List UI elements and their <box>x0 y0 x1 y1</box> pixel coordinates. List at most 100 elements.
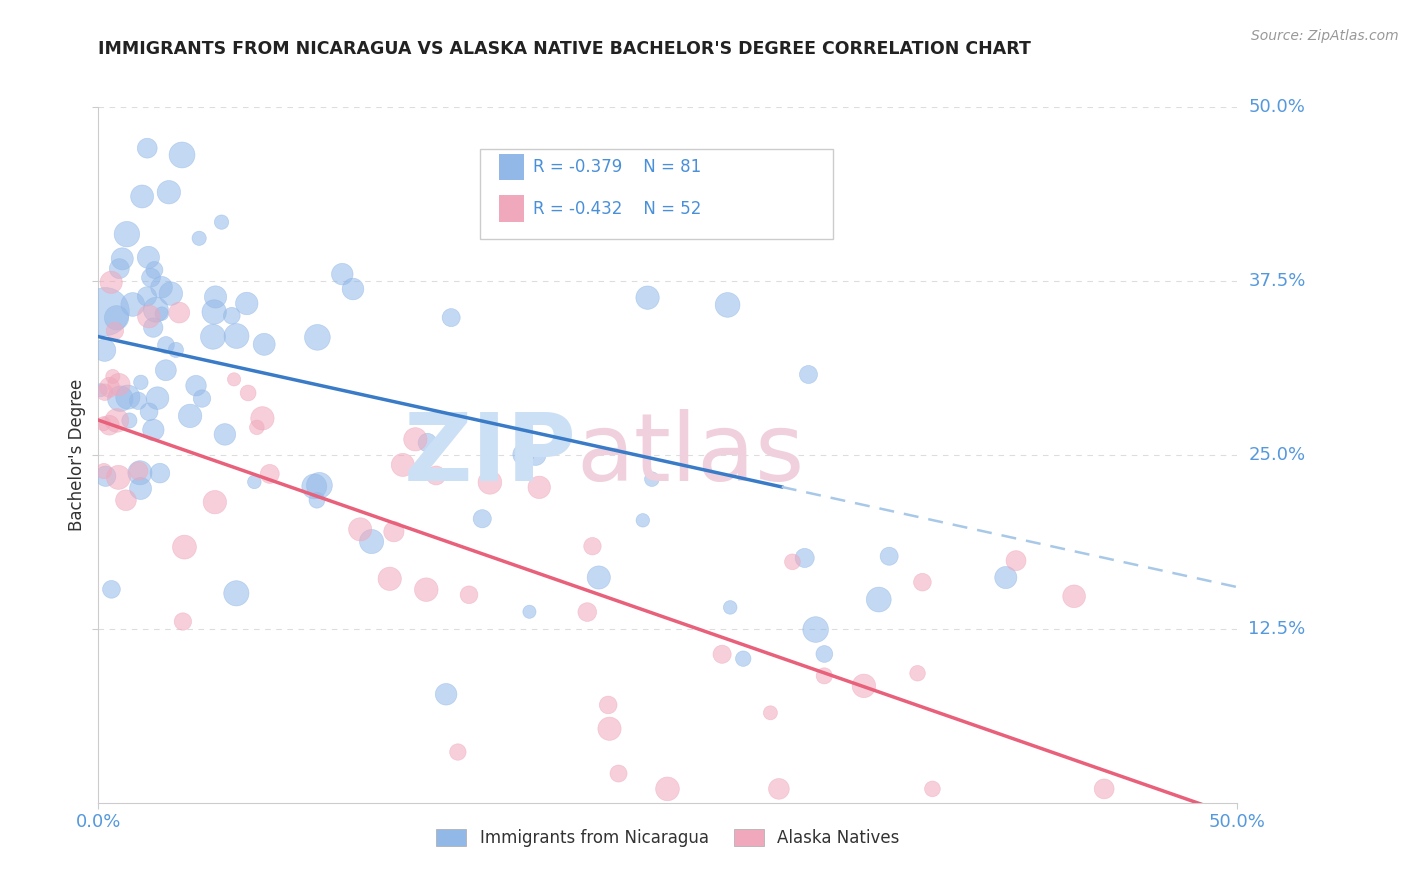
Point <box>305 493 328 508</box>
Point <box>598 698 620 712</box>
Text: 37.5%: 37.5% <box>1249 272 1306 290</box>
Point <box>117 390 139 404</box>
Point <box>142 423 165 437</box>
Point <box>211 215 233 229</box>
Point <box>657 781 679 796</box>
Point <box>94 469 117 483</box>
Point <box>425 468 447 483</box>
FancyBboxPatch shape <box>499 153 524 180</box>
Point <box>118 413 141 427</box>
Point <box>101 369 124 384</box>
Point <box>138 251 160 265</box>
Point <box>360 534 382 549</box>
Point <box>90 383 112 397</box>
Point <box>225 586 247 600</box>
Point <box>150 307 173 321</box>
Point <box>641 472 664 486</box>
Point <box>188 231 211 245</box>
Point <box>877 549 900 564</box>
Point <box>768 781 790 796</box>
Point <box>149 466 172 480</box>
Text: 50.0%: 50.0% <box>1249 98 1305 116</box>
Point <box>129 482 152 496</box>
FancyBboxPatch shape <box>499 195 524 222</box>
Point <box>136 289 159 303</box>
Point <box>607 766 630 780</box>
Point <box>172 615 194 629</box>
Point <box>110 392 132 406</box>
Point <box>136 141 159 155</box>
Point <box>718 600 741 615</box>
Point <box>416 435 439 450</box>
Text: ZIP: ZIP <box>404 409 576 501</box>
Point <box>793 551 815 566</box>
Point <box>415 582 437 597</box>
Point <box>139 270 162 285</box>
Point <box>128 464 150 478</box>
Point <box>576 605 599 619</box>
Legend: Immigrants from Nicaragua, Alaska Natives: Immigrants from Nicaragua, Alaska Native… <box>430 822 905 854</box>
Point <box>138 405 160 419</box>
Point <box>201 330 224 344</box>
Point <box>994 570 1017 584</box>
Text: atlas: atlas <box>576 409 806 501</box>
Text: 25.0%: 25.0% <box>1249 446 1306 464</box>
Point <box>471 512 494 526</box>
Point <box>107 470 129 484</box>
Text: 12.5%: 12.5% <box>1249 620 1306 638</box>
Point <box>243 475 266 489</box>
Point <box>93 385 115 400</box>
Point <box>100 582 122 597</box>
Point <box>138 310 160 324</box>
Text: Source: ZipAtlas.com: Source: ZipAtlas.com <box>1251 29 1399 43</box>
Point <box>202 305 225 319</box>
Point <box>129 466 152 480</box>
Point <box>225 329 247 343</box>
Point <box>165 343 187 357</box>
Point <box>160 286 183 301</box>
Point <box>529 480 551 494</box>
Point <box>214 427 236 442</box>
Point <box>519 605 541 619</box>
Point <box>588 570 610 584</box>
FancyBboxPatch shape <box>479 149 832 239</box>
Point <box>304 479 326 493</box>
Point <box>170 148 193 162</box>
Point <box>404 433 426 447</box>
Point <box>173 540 195 554</box>
Point <box>127 393 149 408</box>
Point <box>236 386 259 401</box>
Point <box>236 296 259 310</box>
Point <box>797 368 820 382</box>
Point <box>204 290 226 304</box>
Point <box>378 572 401 586</box>
Point <box>145 302 167 317</box>
Point <box>93 464 115 478</box>
Point <box>382 524 405 539</box>
Point <box>637 291 659 305</box>
Point <box>104 324 127 338</box>
Point <box>852 679 875 693</box>
Point <box>150 280 173 294</box>
Point <box>907 666 929 681</box>
Y-axis label: Bachelor's Degree: Bachelor's Degree <box>67 379 86 531</box>
Point <box>142 320 165 334</box>
Point <box>711 647 734 661</box>
Point <box>94 304 117 318</box>
Point <box>349 522 371 536</box>
Point <box>222 372 245 386</box>
Point <box>169 305 191 319</box>
Point <box>733 651 755 665</box>
Point <box>157 186 180 200</box>
Point <box>631 513 654 527</box>
Point <box>813 647 835 661</box>
Point <box>246 420 269 434</box>
Point <box>111 252 134 266</box>
Point <box>93 417 115 431</box>
Point <box>598 722 620 736</box>
Point <box>911 575 934 590</box>
Point <box>105 310 128 325</box>
Point <box>330 267 353 281</box>
Point <box>1092 781 1115 796</box>
Point <box>184 378 207 392</box>
